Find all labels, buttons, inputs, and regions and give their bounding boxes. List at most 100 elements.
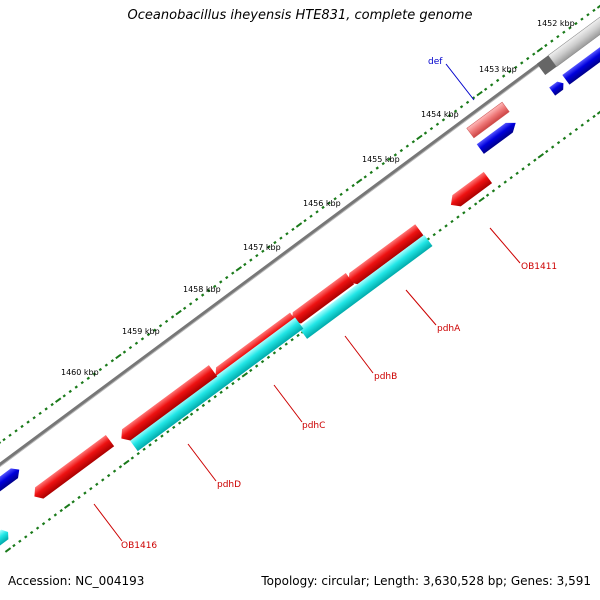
minor-tick — [438, 228, 442, 232]
minor-tick — [532, 52, 536, 56]
minor-tick — [154, 438, 158, 443]
minor-tick — [160, 434, 164, 438]
minor-tick — [450, 219, 454, 224]
minor-tick — [405, 144, 410, 148]
minor-tick — [74, 385, 78, 389]
gene-label-pdhA[interactable]: pdhA — [437, 324, 461, 334]
gene-pdhA[interactable] — [344, 224, 424, 288]
major-tick — [235, 266, 242, 272]
gene-blue-left[interactable] — [0, 465, 23, 495]
minor-tick — [140, 337, 145, 341]
minor-tick — [381, 162, 385, 166]
minor-tick — [303, 219, 307, 223]
gene-label-pdhD[interactable]: pdhD — [217, 480, 241, 490]
major-tick — [182, 415, 189, 422]
gene-gray-top[interactable] — [536, 15, 600, 76]
minor-tick — [473, 202, 478, 206]
gene-label-pdhB[interactable]: pdhB — [374, 372, 397, 382]
major-tick — [537, 153, 544, 159]
minor-tick — [497, 184, 502, 189]
minor-tick — [89, 487, 93, 491]
minor-tick — [363, 175, 367, 179]
minor-tick — [423, 131, 428, 135]
leader-pdhA — [405, 289, 437, 326]
gene-OB1416[interactable] — [30, 435, 115, 502]
major-tick — [123, 459, 130, 466]
minor-tick — [152, 328, 157, 332]
minor-tick — [83, 491, 87, 495]
minor-tick — [104, 363, 109, 367]
genome-backbone — [0, 16, 600, 467]
minor-tick — [41, 522, 46, 526]
minor-tick — [146, 332, 151, 337]
minor-tick — [24, 535, 28, 539]
minor-tick — [515, 171, 519, 175]
minor-tick — [495, 78, 500, 83]
gene-cyan-left[interactable] — [0, 527, 12, 552]
minor-tick — [574, 127, 579, 132]
major-tick — [0, 441, 2, 444]
minor-tick — [441, 118, 446, 122]
minor-tick — [393, 153, 398, 157]
minor-tick — [501, 74, 506, 78]
minor-tick — [503, 180, 507, 184]
gene-label-OB1416[interactable]: OB1416 — [121, 541, 157, 551]
minor-tick — [321, 205, 325, 210]
minor-tick — [533, 158, 537, 162]
major-tick — [241, 372, 248, 378]
minor-tick — [130, 456, 135, 460]
minor-tick — [255, 254, 259, 258]
gene-pdhB[interactable] — [288, 272, 355, 327]
minor-tick — [95, 482, 99, 486]
minor-tick — [586, 119, 590, 123]
minor-tick — [485, 193, 490, 197]
gene-OB1411[interactable] — [447, 171, 493, 211]
minor-tick — [351, 183, 355, 188]
minor-tick — [68, 389, 72, 394]
minor-tick — [8, 433, 12, 437]
gene-def[interactable] — [476, 118, 520, 154]
minor-tick — [249, 368, 253, 373]
major-tick — [476, 90, 483, 97]
accession-text: Accession: NC_004193 — [8, 574, 145, 588]
gene-pdhA-cyan[interactable] — [298, 234, 433, 339]
minor-tick — [110, 359, 115, 363]
minor-tick — [568, 132, 573, 136]
gene-label-pdhC[interactable]: pdhC — [302, 421, 325, 431]
minor-tick — [315, 210, 319, 214]
minor-tick — [387, 157, 392, 161]
minor-tick — [20, 424, 24, 429]
gene-blue-small[interactable] — [549, 79, 566, 96]
kbp-label: 1458 kbp — [183, 285, 221, 294]
minor-tick — [207, 399, 211, 403]
gene-blue-top[interactable] — [562, 42, 600, 85]
minor-tick — [574, 21, 578, 26]
minor-tick — [194, 297, 199, 302]
gene-label-OB1411[interactable]: OB1411 — [521, 262, 557, 272]
leader-pdhC — [273, 384, 303, 423]
minor-tick — [225, 386, 229, 390]
minor-tick — [429, 127, 434, 131]
minor-tick — [285, 232, 289, 236]
gene-pdhC-cyan[interactable] — [129, 317, 304, 452]
minor-tick — [101, 478, 105, 482]
minor-tick — [92, 372, 97, 376]
major-tick — [596, 110, 600, 115]
minor-tick — [106, 473, 111, 478]
minor-tick — [278, 346, 283, 351]
minor-tick — [112, 469, 117, 473]
minor-tick — [327, 201, 331, 205]
gene-label-def[interactable]: def — [428, 57, 443, 67]
minor-tick — [333, 197, 337, 201]
gene-def-pink[interactable] — [466, 101, 510, 139]
minor-tick — [545, 149, 549, 154]
minor-tick — [267, 245, 271, 249]
major-tick — [55, 397, 62, 403]
leader-pdhD — [187, 443, 217, 482]
minor-tick — [435, 122, 440, 126]
minor-tick — [200, 293, 205, 297]
gene-pdhD[interactable] — [117, 365, 218, 444]
major-tick — [295, 222, 303, 228]
minor-tick — [47, 517, 52, 521]
